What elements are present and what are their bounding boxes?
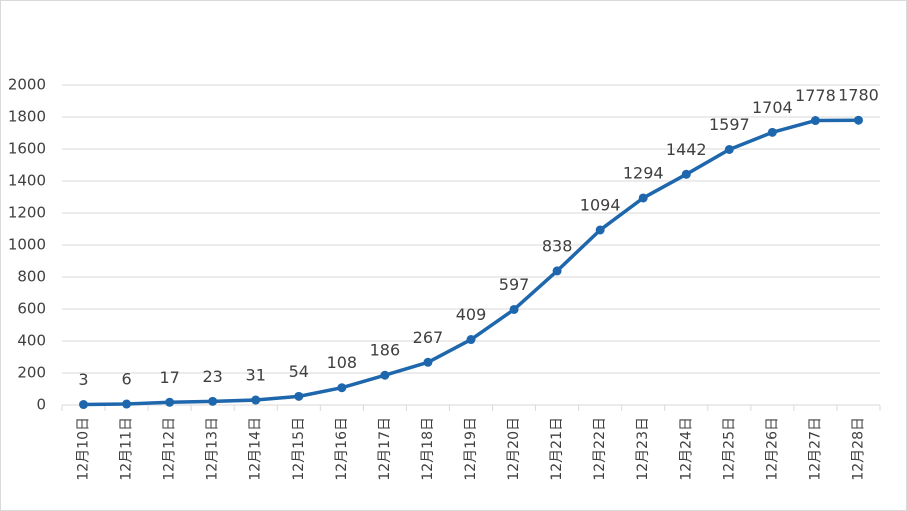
data-label: 1442 [666, 140, 707, 159]
marker [552, 266, 562, 276]
y-tick-label: 800 [17, 268, 46, 286]
data-label: 1294 [623, 163, 664, 182]
data-label: 17 [159, 368, 179, 387]
marker [595, 225, 605, 235]
marker [337, 383, 347, 393]
marker [638, 193, 648, 203]
data-label: 1704 [752, 98, 793, 117]
x-tick-label: 12月15日 [291, 417, 307, 481]
marker [294, 391, 304, 401]
marker [466, 335, 476, 345]
x-tick-label: 12月25日 [721, 417, 737, 481]
y-tick-label: 400 [17, 332, 46, 350]
data-label: 409 [456, 305, 487, 324]
x-tick-label: 12月11日 [119, 417, 135, 481]
x-tick-label: 12月17日 [377, 417, 393, 481]
data-label: 186 [370, 341, 401, 360]
data-label: 838 [542, 236, 573, 255]
data-label: 1094 [580, 195, 621, 214]
marker [122, 399, 132, 409]
marker [767, 127, 777, 137]
data-label: 3 [78, 370, 88, 389]
data-label: 597 [499, 275, 530, 294]
x-tick-label: 12月16日 [334, 417, 350, 481]
data-label: 1780 [838, 86, 879, 105]
marker [509, 304, 519, 314]
x-tick-label: 12月24日 [678, 417, 694, 481]
x-tick-label: 12月14日 [248, 417, 264, 481]
marker [79, 400, 89, 410]
data-label: 1597 [709, 115, 750, 134]
marker [208, 396, 218, 406]
x-tick-label: 12月26日 [764, 417, 780, 481]
data-label: 31 [246, 366, 266, 385]
x-tick-label: 12月27日 [807, 417, 823, 481]
y-tick-label: 1800 [8, 108, 46, 126]
x-tick-label: 12月18日 [420, 417, 436, 481]
marker [165, 397, 175, 407]
marker [810, 116, 820, 126]
y-tick-label: 1000 [8, 236, 46, 254]
marker [724, 144, 734, 154]
x-tick-label: 12月20日 [506, 417, 522, 481]
y-tick-label: 200 [17, 364, 46, 382]
data-label: 1778 [795, 86, 836, 105]
y-tick-label: 600 [17, 300, 46, 318]
data-label: 267 [413, 328, 444, 347]
data-label: 23 [203, 367, 223, 386]
marker [251, 395, 261, 405]
marker [853, 115, 863, 125]
y-tick-label: 1200 [8, 204, 46, 222]
x-tick-label: 12月23日 [635, 417, 651, 481]
x-tick-label: 12月12日 [162, 417, 178, 481]
y-tick-label: 0 [36, 396, 46, 414]
x-tick-label: 12月28日 [850, 417, 866, 481]
marker [380, 370, 390, 380]
marker [681, 169, 691, 179]
x-tick-label: 12月10日 [76, 417, 92, 481]
y-tick-label: 1400 [8, 172, 46, 190]
data-label: 108 [327, 353, 358, 372]
y-tick-label: 1600 [8, 140, 46, 158]
marker [423, 357, 433, 367]
x-tick-label: 12月13日 [205, 417, 221, 481]
x-tick-label: 12月21日 [549, 417, 565, 481]
data-label: 54 [289, 362, 309, 381]
x-tick-label: 12月22日 [592, 417, 608, 481]
y-tick-label: 2000 [8, 76, 46, 94]
data-label: 6 [121, 370, 131, 389]
x-tick-label: 12月19日 [463, 417, 479, 481]
